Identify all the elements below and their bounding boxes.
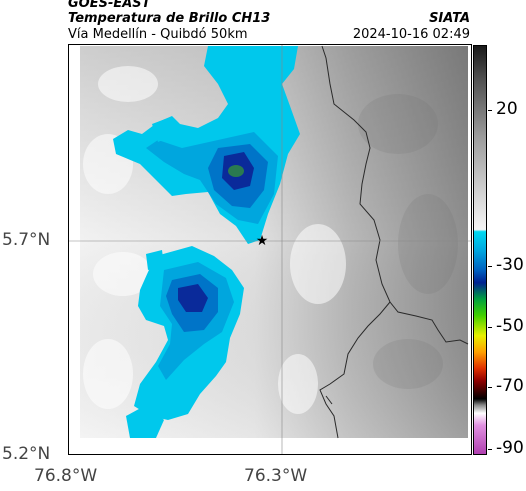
colorbar-label: -90 xyxy=(496,438,524,458)
graticule xyxy=(68,44,472,455)
org-label: SIATA xyxy=(429,11,470,26)
admin-boundaries xyxy=(319,45,469,439)
satellite-title: GOES-EAST xyxy=(68,0,151,11)
map-frame xyxy=(68,44,472,455)
colorbar-label: -30 xyxy=(496,255,524,275)
colorbar-tick xyxy=(488,327,492,328)
colorbar xyxy=(473,45,487,455)
lon-tick-label: 76.8°W xyxy=(34,466,98,486)
colorbar-label: -70 xyxy=(496,376,524,396)
datetime-label: 2024-10-16 02:49 xyxy=(352,27,470,42)
cloud-system-south xyxy=(126,246,244,438)
colorbar-tick xyxy=(488,266,492,267)
colorbar-label: -50 xyxy=(496,316,524,336)
colorbar-tick xyxy=(488,387,492,388)
colorbar-tick xyxy=(488,110,492,111)
lat-tick-label: 5.7°N xyxy=(2,230,51,250)
colorbar-label: 20 xyxy=(496,99,518,119)
product-title: Temperatura de Brillo CH13 xyxy=(68,11,271,26)
route-marker-star[interactable]: ★ xyxy=(256,233,269,249)
cloud-texture-dark xyxy=(358,94,458,389)
satellite-map[interactable]: ★ xyxy=(68,44,472,455)
cloud-texture xyxy=(83,66,346,414)
route-subtitle: Vía Medellín - Quibdó 50km xyxy=(68,27,248,42)
colorbar-tick xyxy=(488,449,492,450)
lat-tick-label: 5.2°N xyxy=(2,444,51,464)
cloud-system-north xyxy=(113,46,300,244)
lon-tick-label: 76.3°W xyxy=(244,466,308,486)
